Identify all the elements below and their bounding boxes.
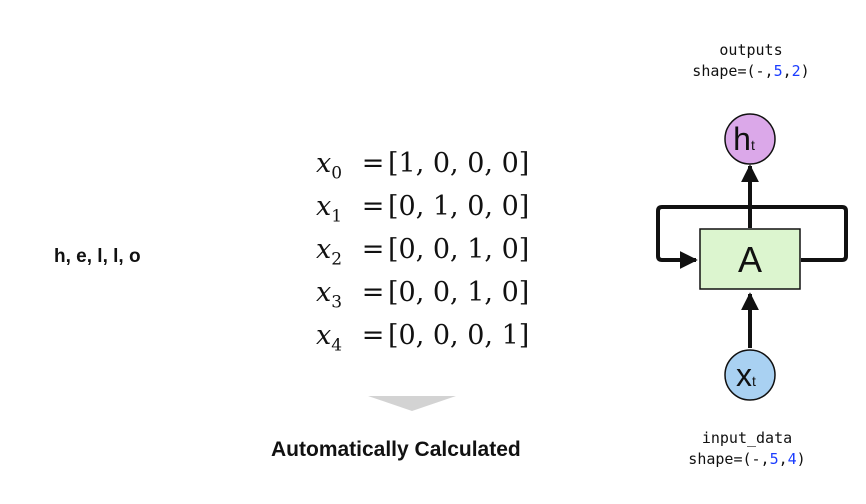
down-arrow-icon bbox=[368, 396, 456, 411]
input-node bbox=[724, 349, 776, 401]
outputs-shape: shape=(-,5,2) bbox=[692, 62, 810, 80]
vector-row-0: x0 = [1, 0, 0, 0] bbox=[316, 148, 536, 191]
vector-var: x0 bbox=[316, 148, 343, 184]
vector-value: [0, 0, 0, 1] bbox=[388, 320, 530, 351]
outputs-title: outputs bbox=[719, 41, 783, 59]
hidden-state-label: ht bbox=[733, 121, 755, 157]
input-data-title: input_data bbox=[701, 429, 793, 447]
equals-sign: = bbox=[361, 320, 385, 351]
equals-sign: = bbox=[361, 234, 385, 265]
input-data-shape: shape=(-,5,4) bbox=[688, 450, 806, 468]
rnn-cell-box bbox=[699, 228, 801, 290]
vector-var: x4 bbox=[316, 320, 343, 356]
equals-sign: = bbox=[361, 277, 385, 308]
rnn-cell-label: A bbox=[738, 239, 762, 280]
vector-var: x1 bbox=[316, 191, 343, 227]
vector-row-1: x1 = [0, 1, 0, 0] bbox=[316, 191, 536, 234]
input-data-label: input_data shape=(-,5,4) bbox=[672, 428, 822, 470]
vector-var: x2 bbox=[316, 234, 343, 270]
one-hot-vector-list: x0 = [1, 0, 0, 0] x1 = [0, 1, 0, 0] x2 =… bbox=[316, 148, 536, 363]
vector-value: [0, 0, 1, 0] bbox=[388, 277, 530, 308]
vector-row-3: x3 = [0, 0, 1, 0] bbox=[316, 277, 536, 320]
vector-row-4: x4 = [0, 0, 0, 1] bbox=[316, 320, 536, 363]
input-node-label: xt bbox=[736, 357, 756, 393]
vector-var: x3 bbox=[316, 277, 343, 313]
equals-sign: = bbox=[361, 191, 385, 222]
rnn-cell-diagram: A ht xt bbox=[656, 113, 848, 401]
outputs-label: outputs shape=(-,5,2) bbox=[676, 40, 826, 82]
caption: Automatically Calculated bbox=[271, 438, 521, 461]
hidden-state-node bbox=[724, 113, 776, 165]
vector-value: [1, 0, 0, 0] bbox=[388, 148, 530, 179]
equals-sign: = bbox=[361, 148, 385, 179]
vector-value: [0, 1, 0, 0] bbox=[388, 191, 530, 222]
vector-row-2: x2 = [0, 0, 1, 0] bbox=[316, 234, 536, 277]
input-word: h, e, l, l, o bbox=[54, 246, 141, 267]
vector-value: [0, 0, 1, 0] bbox=[388, 234, 530, 265]
